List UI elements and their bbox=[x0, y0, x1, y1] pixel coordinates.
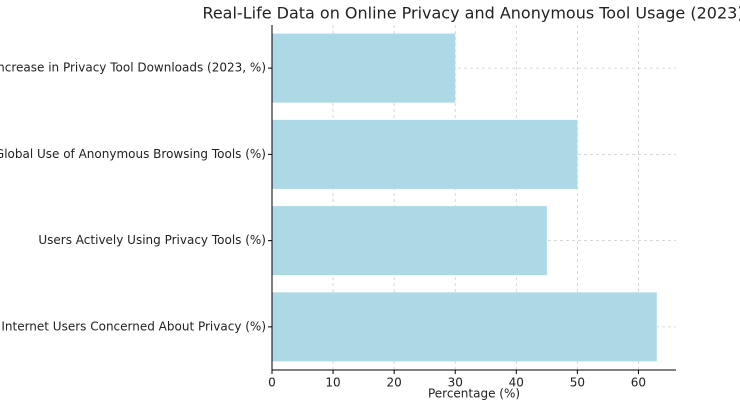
x-tick-label: 10 bbox=[325, 376, 340, 390]
bar bbox=[272, 292, 657, 362]
y-tick-label: Increase in Privacy Tool Downloads (2023… bbox=[0, 61, 266, 75]
chart-title: Real-Life Data on Online Privacy and Ano… bbox=[202, 4, 740, 23]
x-axis-label: Percentage (%) bbox=[428, 387, 520, 401]
x-tick-label: 0 bbox=[268, 376, 276, 390]
x-tick-label: 20 bbox=[387, 376, 402, 390]
x-tick-label: 60 bbox=[631, 376, 646, 390]
y-tick-label: Internet Users Concerned About Privacy (… bbox=[1, 319, 266, 333]
y-tick-label: Global Use of Anonymous Browsing Tools (… bbox=[0, 147, 266, 161]
x-tick-label: 50 bbox=[570, 376, 585, 390]
x-tick-label: 30 bbox=[448, 376, 463, 390]
bar bbox=[272, 33, 456, 103]
bar bbox=[272, 206, 547, 276]
bar bbox=[272, 119, 578, 189]
x-tick-label: 40 bbox=[509, 376, 524, 390]
y-tick-label: Users Actively Using Privacy Tools (%) bbox=[38, 233, 266, 247]
